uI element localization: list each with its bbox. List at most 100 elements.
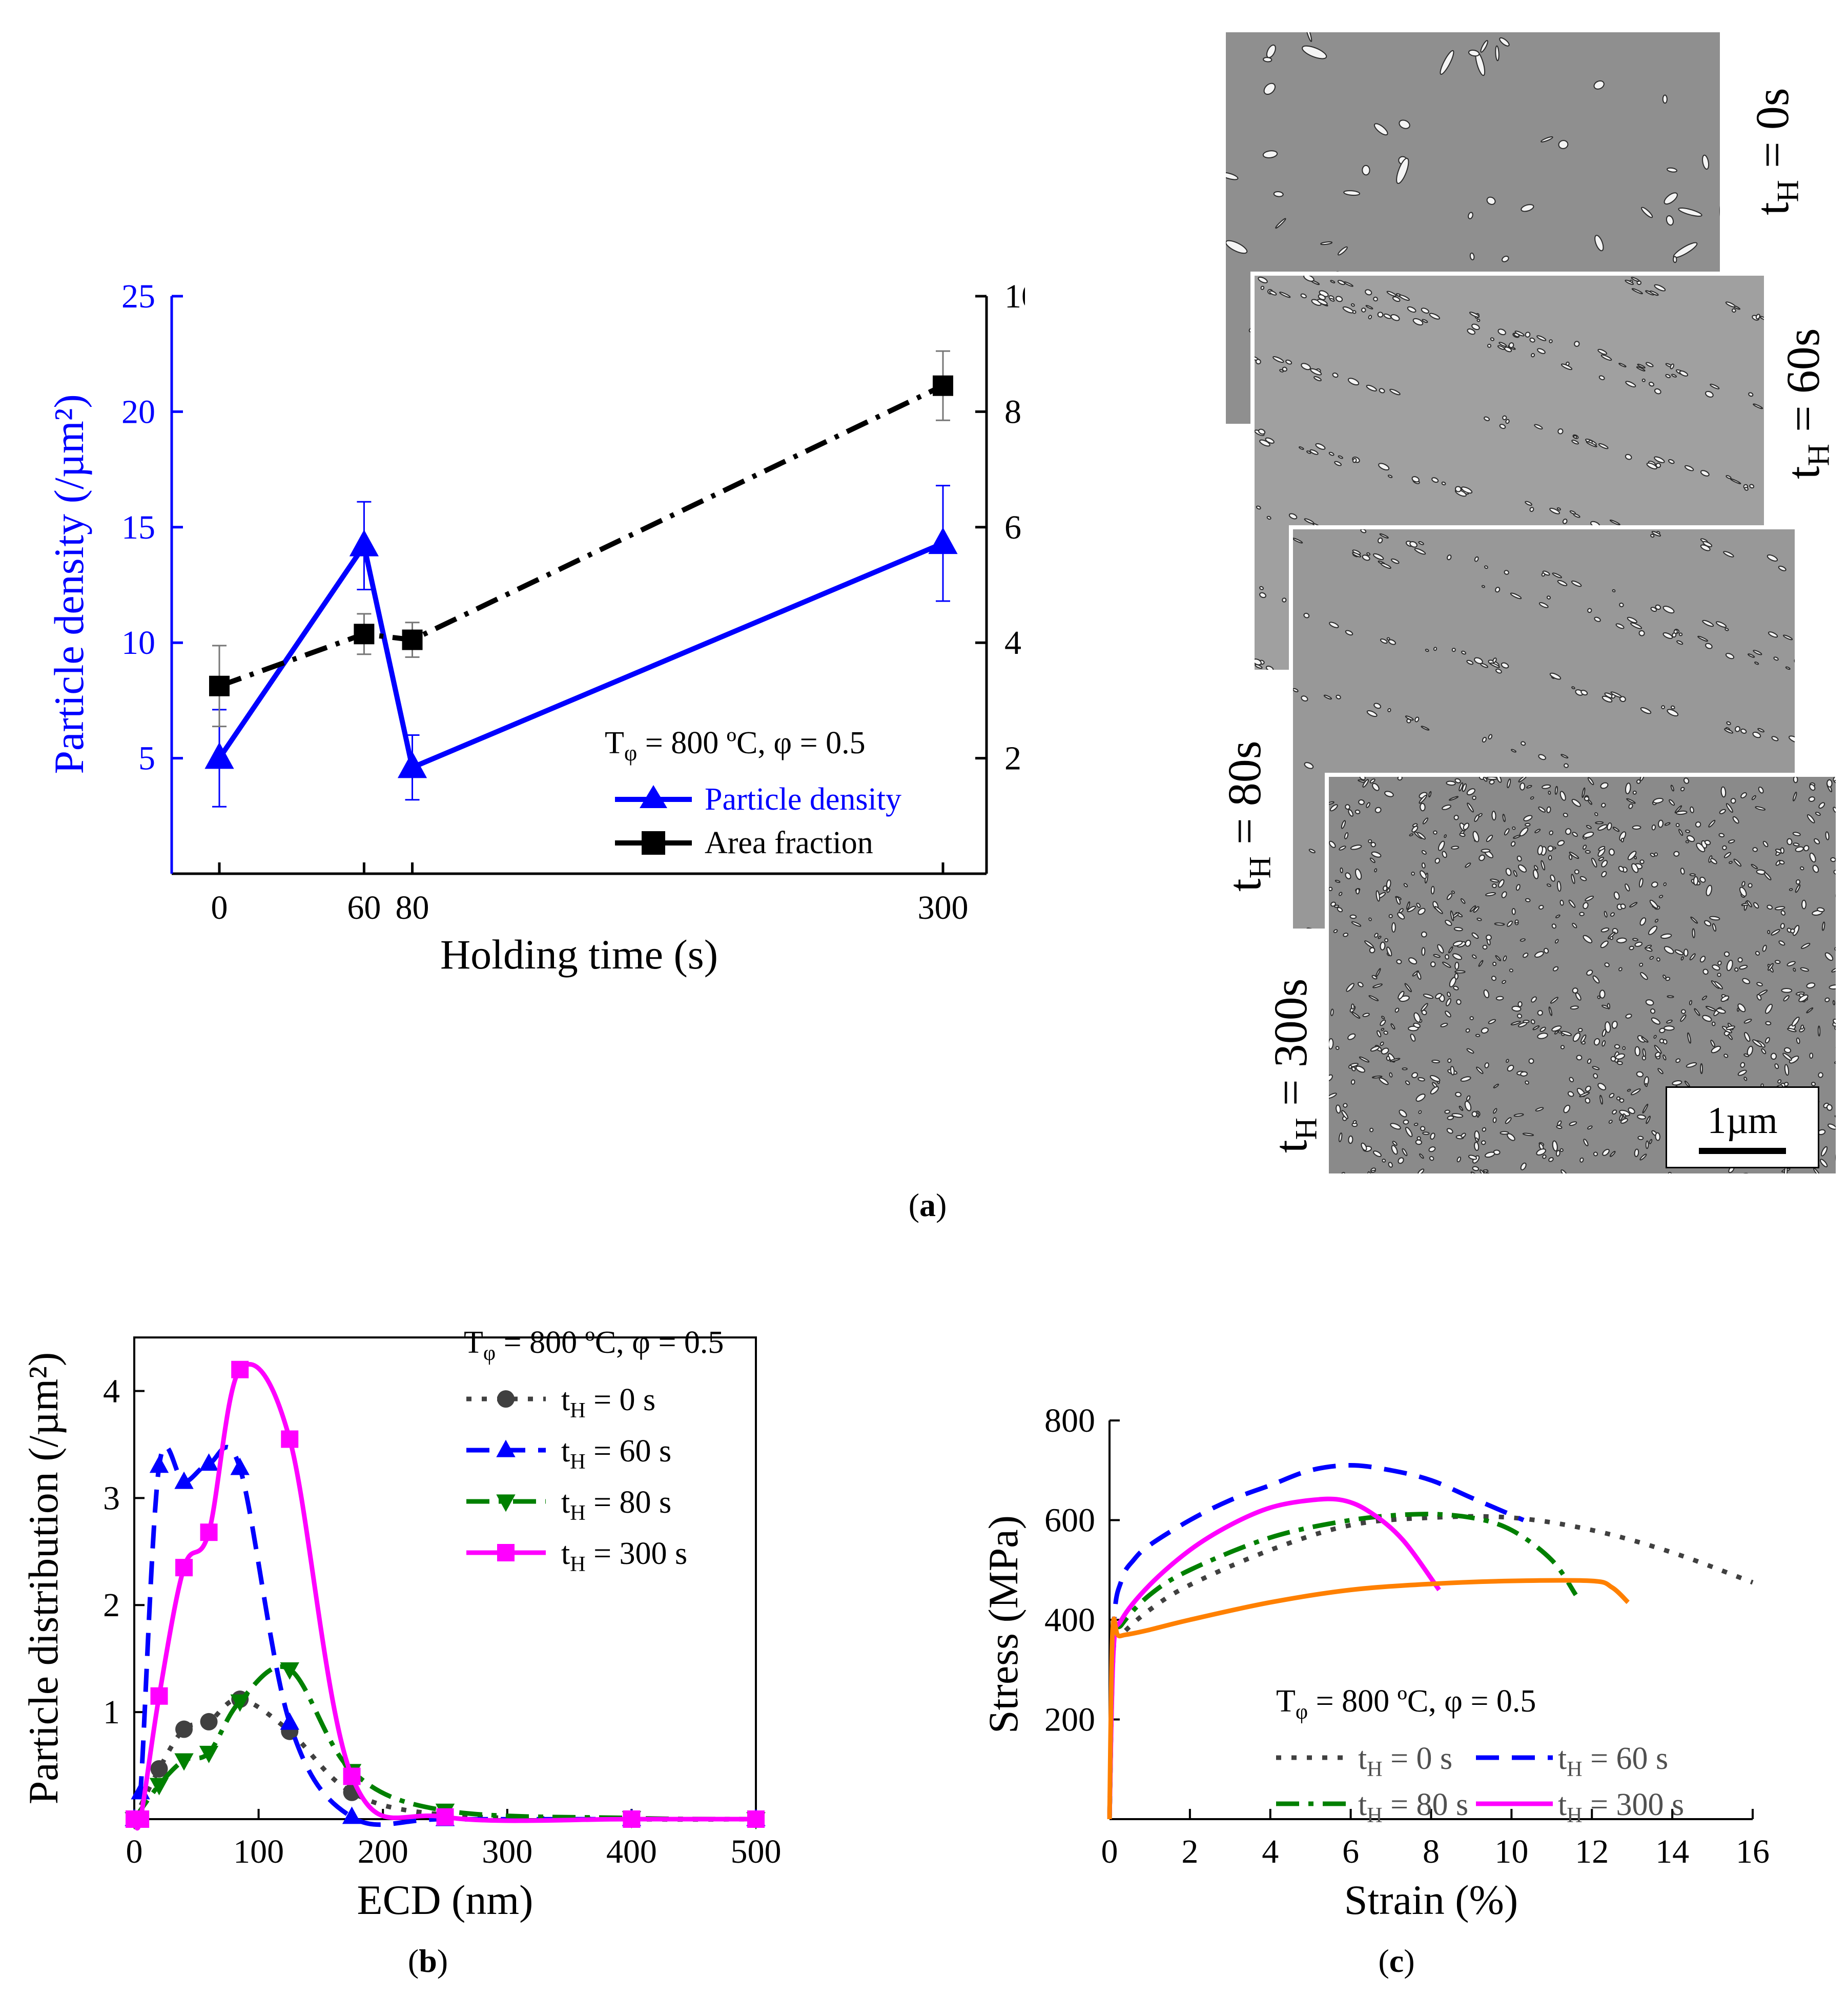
x-tick-label: 80 [396, 889, 429, 926]
precipitate-particle [1408, 957, 1418, 965]
precipitate-particle [1678, 632, 1683, 636]
precipitate-particle [1453, 927, 1463, 932]
precipitate-particle [1837, 902, 1840, 911]
precipitate-particle [1562, 519, 1568, 524]
data-point [175, 1559, 193, 1577]
precipitate-particle [1755, 314, 1760, 320]
precipitate-particle [1315, 443, 1326, 450]
precipitate-particle [1418, 1077, 1425, 1082]
precipitate-particle [1411, 826, 1419, 833]
x-tick-label: 300 [482, 1833, 532, 1870]
precipitate-particle [1673, 256, 1677, 263]
precipitate-particle [1523, 815, 1533, 821]
precipitate-particle [1538, 602, 1549, 608]
precipitate-particle [1767, 930, 1771, 934]
precipitate-particle [1390, 314, 1400, 321]
data-point [150, 1760, 168, 1778]
precipitate-particle [1555, 1150, 1560, 1157]
precipitate-particle [1757, 728, 1765, 733]
data-point [200, 1713, 218, 1730]
precipitate-particle [1597, 995, 1600, 999]
precipitate-particle [1560, 754, 1569, 759]
precipitate-particle [1767, 554, 1778, 562]
precipitate-particle [1352, 458, 1357, 463]
precipitate-particle [1572, 987, 1578, 994]
precipitate-particle [1774, 906, 1785, 911]
precipitate-particle [1610, 912, 1615, 917]
precipitate-particle [1793, 777, 1798, 784]
precipitate-particle [1392, 296, 1401, 302]
precipitate-particle [1263, 83, 1276, 95]
precipitate-particle [1756, 982, 1763, 986]
precipitate-particle [1430, 885, 1435, 895]
data-point [174, 1471, 194, 1489]
precipitate-particle [1612, 827, 1620, 832]
precipitate-particle [1445, 954, 1449, 960]
precipitate-particle [1774, 960, 1781, 964]
precipitate-particle [1563, 813, 1568, 817]
precipitate-particle [1422, 817, 1429, 825]
precipitate-particle [1826, 1104, 1833, 1111]
precipitate-particle [1710, 1040, 1716, 1047]
x-tick-label: 10 [1494, 1833, 1528, 1870]
precipitate-particle [1476, 1066, 1484, 1074]
precipitate-particle [1662, 606, 1675, 614]
precipitate-particle [1520, 782, 1526, 791]
precipitate-particle [1710, 858, 1717, 864]
precipitate-particle [1592, 975, 1600, 984]
precipitate-particle [1571, 580, 1582, 587]
precipitate-particle [1678, 207, 1702, 217]
precipitate-particle [1507, 778, 1511, 789]
precipitate-particle [1403, 883, 1408, 888]
precipitate-particle [1334, 461, 1342, 466]
precipitate-particle [1451, 890, 1455, 894]
precipitate-particle [1638, 630, 1645, 636]
precipitate-particle [1525, 1080, 1529, 1085]
precipitate-particle [1434, 906, 1443, 914]
precipitate-particle [1481, 849, 1491, 853]
precipitate-particle [1637, 1136, 1644, 1140]
precipitate-particle [1821, 921, 1825, 931]
precipitate-particle [1725, 301, 1736, 307]
precipitate-particle [1472, 1166, 1480, 1171]
precipitate-particle [1787, 1027, 1797, 1033]
precipitate-particle [1454, 961, 1460, 970]
precipitate-particle [1622, 1046, 1626, 1050]
precipitate-particle [1388, 639, 1396, 645]
precipitate-particle [1542, 784, 1551, 789]
precipitate-particle [1662, 632, 1673, 639]
data-point [623, 1810, 641, 1828]
precipitate-particle [1737, 1069, 1747, 1076]
precipitate-particle [1418, 1110, 1422, 1114]
precipitate-particle [1380, 563, 1391, 569]
precipitate-particle [1513, 1113, 1524, 1117]
precipitate-particle [1362, 164, 1370, 176]
precipitate-particle [1309, 449, 1319, 455]
precipitate-particle [1486, 934, 1492, 941]
precipitate-particle [1571, 686, 1575, 690]
precipitate-particle [1833, 870, 1836, 875]
precipitate-particle [1405, 715, 1414, 721]
precipitate-particle [1299, 446, 1304, 450]
precipitate-particle [1572, 832, 1578, 837]
precipitate-particle [1569, 1121, 1577, 1126]
x-axis-label: Strain (%) [1344, 1877, 1518, 1923]
precipitate-particle [1783, 1047, 1792, 1054]
precipitate-particle [1694, 1008, 1700, 1016]
precipitate-particle [1636, 779, 1641, 784]
precipitate-particle [1525, 822, 1531, 827]
precipitate-particle [1597, 348, 1608, 355]
precipitate-particle [1740, 792, 1747, 799]
precipitate-particle [1467, 802, 1474, 813]
precipitate-particle [1661, 705, 1666, 709]
precipitate-particle [1787, 838, 1793, 846]
precipitate-particle [1811, 1082, 1816, 1086]
precipitate-particle [1328, 451, 1334, 456]
precipitate-particle [1765, 1003, 1773, 1014]
precipitate-particle [1592, 1066, 1600, 1070]
precipitate-particle [1329, 804, 1338, 812]
precipitate-particle [1465, 1028, 1470, 1033]
precipitate-particle [1551, 923, 1557, 929]
precipitate-particle [1768, 963, 1774, 971]
precipitate-particle [1484, 416, 1490, 421]
